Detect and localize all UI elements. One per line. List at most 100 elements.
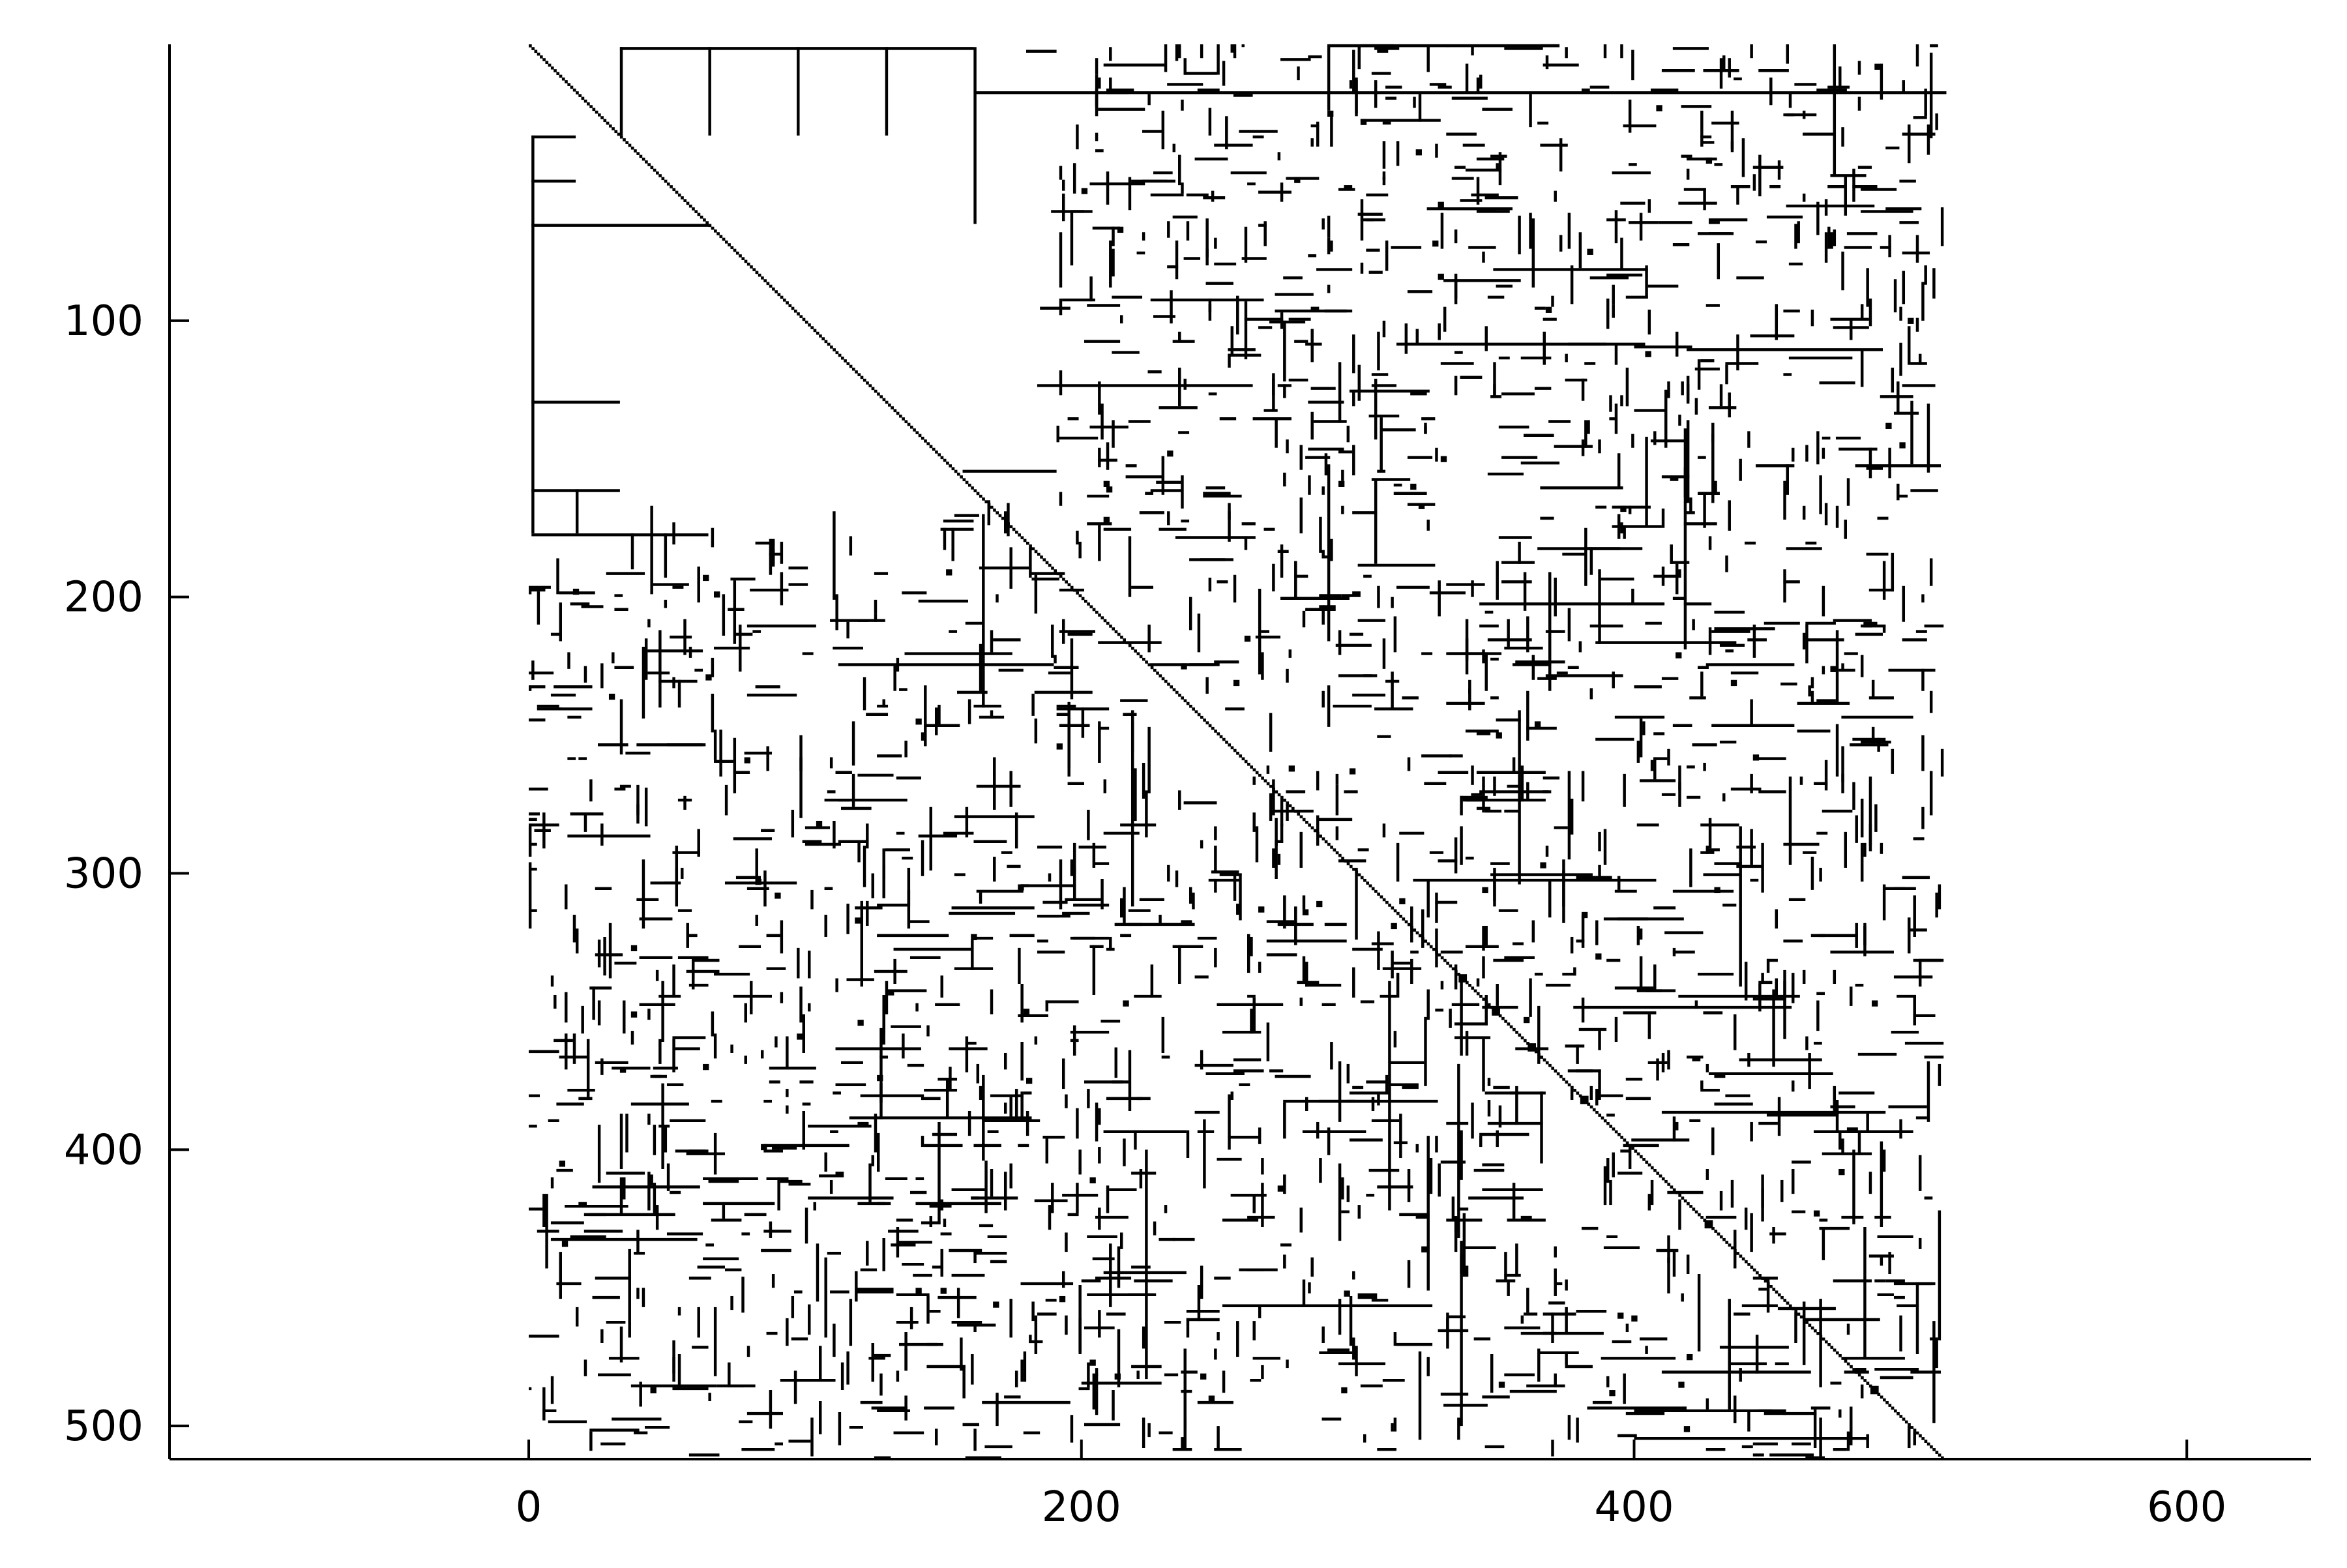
- diagonal-entry: [728, 243, 731, 246]
- diagonal-entry: [819, 334, 822, 338]
- diagonal-entry: [1471, 986, 1475, 990]
- diagonal-entry: [692, 207, 695, 211]
- diagonal-entry: [766, 282, 770, 286]
- diagonal-entry: [1429, 945, 1433, 949]
- diagonal-entry: [1048, 563, 1052, 567]
- diagonal-entry: [1623, 1138, 1627, 1142]
- diagonal-entry: [1926, 1442, 1930, 1446]
- diagonal-entry: [1001, 516, 1005, 520]
- diagonal-entry: [1156, 672, 1159, 675]
- nonzero-cluster: [1302, 909, 1309, 915]
- nonzero-cluster: [1288, 765, 1295, 772]
- diagonal-entry: [658, 174, 662, 177]
- diagonal-entry: [1487, 1003, 1491, 1007]
- diagonal-entry: [1062, 577, 1065, 581]
- diagonal-entry: [1214, 730, 1217, 733]
- nonzero-cluster: [971, 934, 977, 941]
- diagonal-entry: [1841, 1357, 1845, 1360]
- diagonal-entry: [1606, 1121, 1610, 1125]
- diagonal-entry: [1788, 1304, 1792, 1308]
- diagonal-entry: [1661, 1177, 1665, 1181]
- diagonal-entry: [1426, 942, 1430, 946]
- diagonal-entry: [1217, 732, 1220, 735]
- x-tick-label: 600: [2147, 1483, 2226, 1531]
- diagonal-entry: [1877, 1393, 1881, 1396]
- nonzero-cluster: [1258, 906, 1265, 913]
- diagonal-entry: [1211, 726, 1215, 730]
- nonzero-cluster: [857, 1020, 864, 1026]
- diagonal-entry: [1938, 1453, 1941, 1457]
- nonzero-cluster: [1415, 149, 1422, 156]
- diagonal-entry: [1838, 1354, 1842, 1357]
- diagonal-entry: [1897, 1412, 1900, 1415]
- diagonal-entry: [1543, 1058, 1546, 1062]
- diagonal-entry: [614, 130, 618, 134]
- diagonal-entry: [973, 489, 977, 493]
- nonzero-cluster: [1752, 754, 1760, 761]
- diagonal-entry: [619, 135, 623, 139]
- diagonal-entry: [1100, 616, 1104, 619]
- diagonal-entry: [1816, 1332, 1820, 1335]
- diagonal-entry: [1368, 884, 1372, 888]
- diagonal-entry: [650, 166, 654, 170]
- diagonal-entry: [1885, 1400, 1889, 1404]
- diagonal-cluster: [1580, 1095, 1589, 1104]
- diagonal-entry: [1009, 525, 1013, 529]
- diagonal-entry: [1161, 677, 1165, 681]
- diagonal-entry: [932, 447, 936, 451]
- diagonal-entry: [545, 61, 549, 65]
- diagonal-entry: [1272, 788, 1275, 791]
- diagonal-entry: [871, 387, 875, 391]
- diagonal-entry: [1683, 1199, 1687, 1203]
- diagonal-entry: [1810, 1326, 1814, 1330]
- diagonal-entry: [1717, 1232, 1720, 1236]
- diagonal-entry: [1567, 1083, 1571, 1087]
- diagonal-entry: [1507, 1022, 1511, 1026]
- diagonal-entry: [1587, 1102, 1591, 1106]
- diagonal-entry: [1857, 1373, 1861, 1377]
- diagonal-entry: [1056, 572, 1060, 576]
- diagonal-entry: [1415, 931, 1419, 935]
- nonzero-cluster: [1872, 1000, 1878, 1007]
- diagonal-entry: [719, 235, 723, 239]
- diagonal-entry: [1647, 1163, 1651, 1167]
- diagonal-entry: [1504, 1020, 1507, 1023]
- nonzero-cluster: [775, 893, 781, 899]
- diagonal-entry: [1109, 625, 1112, 628]
- diagonal-entry: [1775, 1290, 1779, 1294]
- diagonal-entry: [1037, 552, 1041, 556]
- diagonal-entry: [578, 94, 582, 97]
- diagonal-entry: [1283, 799, 1286, 802]
- diagonal-entry: [639, 155, 643, 158]
- diagonal-entry: [913, 428, 916, 432]
- diagonal-entry: [1689, 1205, 1692, 1208]
- diagonal-entry: [1410, 926, 1413, 929]
- diagonal-entry: [1830, 1346, 1834, 1349]
- diagonal-entry: [1924, 1440, 1928, 1443]
- nonzero-cluster: [1438, 201, 1444, 208]
- diagonal-entry: [1730, 1246, 1734, 1250]
- diagonal-entry: [612, 127, 615, 130]
- diagonal-entry: [775, 290, 778, 293]
- diagonal-entry: [1407, 923, 1411, 926]
- diagonal-entry: [1208, 724, 1212, 728]
- diagonal-entry: [1866, 1382, 1870, 1385]
- diagonal-entry: [1756, 1271, 1759, 1275]
- diagonal-entry: [1758, 1274, 1762, 1277]
- diagonal-cluster: [1492, 1007, 1500, 1016]
- diagonal-entry: [1653, 1168, 1657, 1172]
- diagonal-entry: [1761, 1277, 1765, 1280]
- diagonal-entry: [949, 464, 952, 467]
- diagonal-entry: [1302, 818, 1306, 821]
- diagonal-entry: [1846, 1362, 1850, 1366]
- diagonal-entry: [1617, 1132, 1621, 1136]
- y-tick-label: 200: [64, 574, 143, 622]
- diagonal-entry: [741, 257, 745, 261]
- diagonal-entry: [1380, 895, 1383, 899]
- nonzero-cluster: [703, 1063, 709, 1071]
- diagonal-entry: [653, 168, 657, 172]
- nonzero-cluster: [1167, 451, 1174, 457]
- diagonal-entry: [780, 295, 784, 299]
- diagonal-entry: [1333, 848, 1336, 852]
- nonzero-cluster: [1587, 248, 1593, 255]
